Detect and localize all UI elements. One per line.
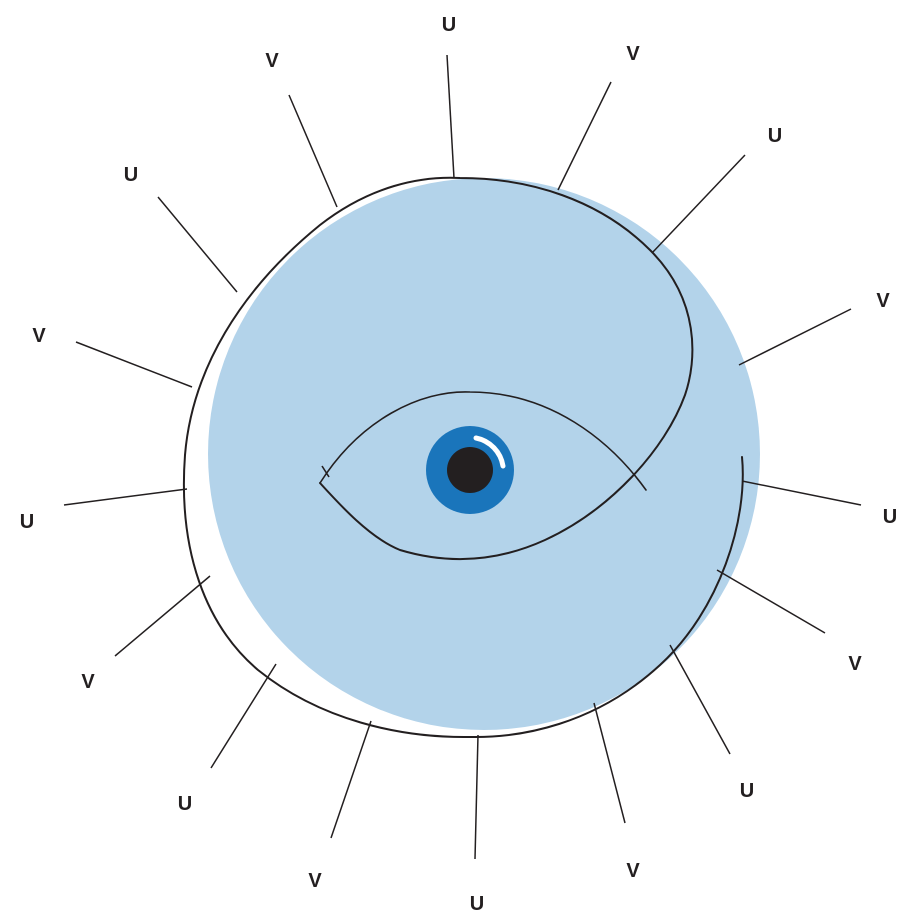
ray-lines (63, 54, 862, 860)
ray-line (741, 480, 862, 506)
ray-label: U (740, 780, 754, 802)
ray-line (474, 734, 479, 860)
ray-line (669, 644, 731, 755)
ray-label: V (308, 870, 322, 892)
ray-line (738, 308, 852, 366)
ray-label: U (883, 506, 897, 528)
ray-label: U (768, 125, 782, 147)
ray-label: U (470, 893, 484, 910)
pupil (447, 447, 493, 493)
ray-line (210, 663, 277, 769)
ray-label: U (124, 164, 138, 186)
ray-label: V (876, 290, 890, 312)
ray-line (446, 54, 455, 179)
ray-line (651, 154, 746, 254)
ray-label: U (442, 14, 456, 36)
ray-line (716, 569, 826, 634)
ray-label: V (848, 653, 862, 675)
ray-label: U (20, 511, 34, 533)
ray-line (63, 488, 188, 506)
eye-highlight (473, 435, 506, 469)
eye-upper-lid (319, 391, 647, 491)
ray-label: V (32, 325, 46, 347)
ray-label: V (626, 43, 640, 65)
ray-line (114, 575, 211, 657)
ray-line (288, 94, 338, 208)
eye-corner-mark (321, 465, 330, 478)
ray-label: V (626, 860, 640, 882)
ray-line (557, 81, 612, 191)
ray-line (330, 720, 372, 839)
ray-label: U (178, 793, 192, 815)
ray-line (157, 196, 238, 293)
outer-circle-outline (182, 176, 744, 739)
ray-label: V (265, 50, 279, 72)
ray-line (593, 702, 626, 824)
ray-line (75, 341, 193, 388)
ray-label: V (81, 671, 95, 693)
ray-labels: U V U V U V U V U V U V U V U V (20, 14, 897, 910)
